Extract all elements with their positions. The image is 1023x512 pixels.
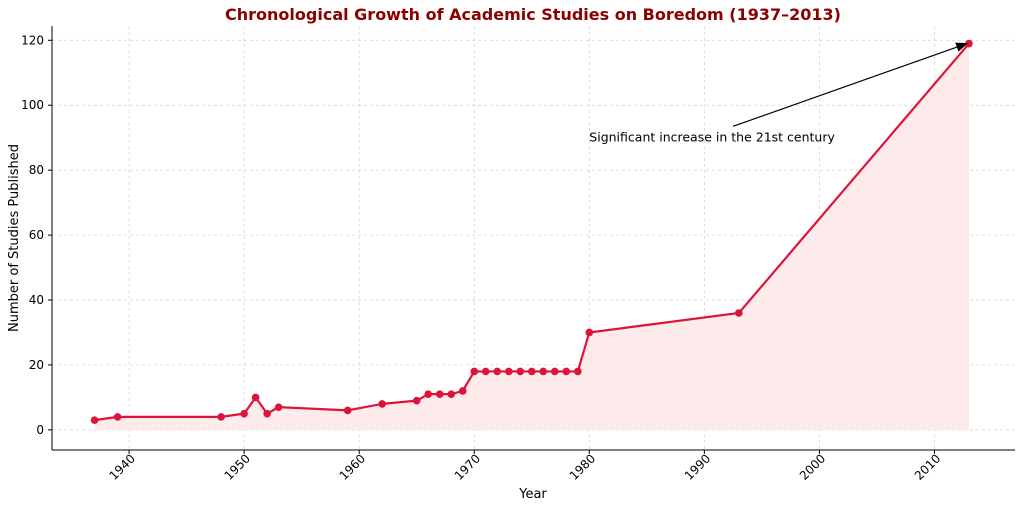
x-tick-label: 1980 (567, 451, 598, 482)
annotation-text: Significant increase in the 21st century (589, 130, 835, 145)
x-tick-label: 2000 (797, 451, 828, 482)
data-point (516, 367, 525, 376)
y-tick-label: 60 (29, 228, 44, 242)
data-point (504, 367, 513, 376)
x-tick-label: 1950 (222, 451, 253, 482)
data-point (90, 416, 99, 424)
x-axis-label: Year (518, 487, 547, 502)
data-point (447, 390, 456, 398)
data-point (240, 409, 248, 418)
x-tick-label: 1970 (452, 451, 483, 482)
data-point (424, 390, 433, 398)
area-fill (94, 43, 969, 430)
data-point (274, 403, 283, 411)
data-point (481, 367, 490, 376)
y-tick-label: 120 (21, 33, 44, 47)
data-point (113, 413, 122, 421)
data-point (573, 367, 582, 376)
annotation-arrow (732, 42, 969, 127)
chart-title: Chronological Growth of Academic Studies… (225, 5, 841, 24)
data-point (585, 328, 594, 337)
y-axis-label: Number of Studies Published (7, 144, 22, 332)
y-tick-label: 20 (29, 358, 44, 372)
data-point (550, 367, 559, 376)
x-tick-label: 2010 (912, 451, 943, 482)
x-tick-label: 1940 (107, 451, 138, 482)
data-point (735, 309, 743, 317)
data-point (263, 409, 271, 418)
y-tick-label: 80 (29, 163, 44, 177)
data-point (217, 413, 225, 421)
data-point (458, 387, 467, 395)
data-point (378, 400, 387, 408)
data-point (435, 390, 444, 398)
data-point (343, 406, 352, 415)
y-tick-label: 0 (36, 423, 44, 437)
y-tick-label: 40 (29, 293, 44, 307)
data-point (562, 367, 571, 376)
data-point (527, 367, 536, 376)
data-point (493, 367, 502, 376)
x-tick-label: 1960 (337, 451, 368, 482)
data-point (539, 367, 548, 376)
data-point (470, 367, 479, 376)
data-point (412, 396, 421, 405)
x-tick-label: 1990 (682, 451, 713, 482)
y-tick-label: 100 (21, 98, 44, 112)
data-point (251, 393, 260, 402)
